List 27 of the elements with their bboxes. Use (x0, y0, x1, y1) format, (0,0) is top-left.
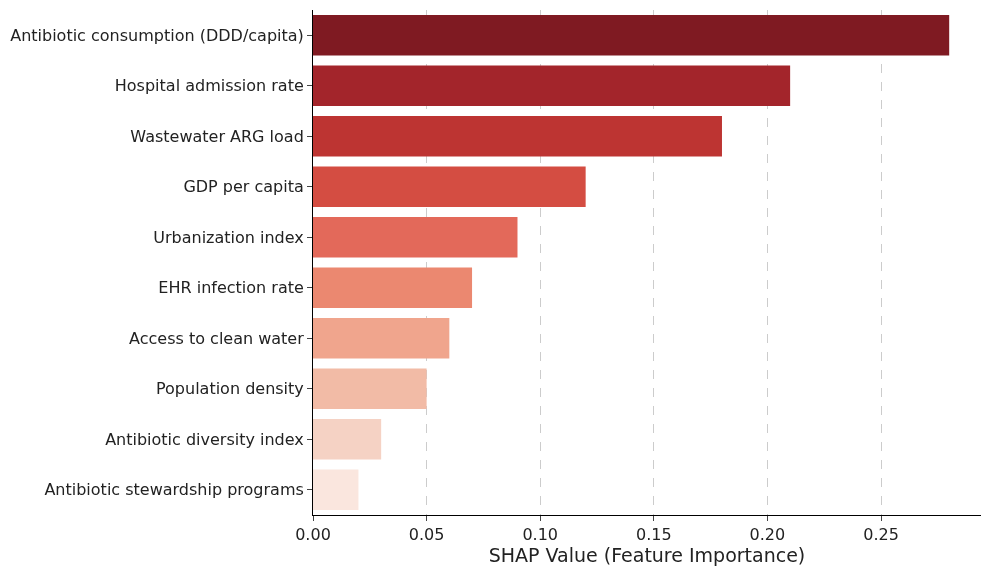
x-tick-label: 0.00 (295, 525, 331, 545)
bar (313, 267, 473, 308)
bar (313, 419, 382, 460)
bar (313, 166, 586, 207)
x-tick-label: 0.15 (636, 525, 672, 545)
x-tick-label: 0.25 (863, 525, 899, 545)
y-tick-label: Urbanization index (153, 227, 304, 247)
x-tick-label: 0.05 (408, 525, 445, 545)
y-tick-label: Antibiotic diversity index (105, 429, 304, 449)
bar (313, 469, 359, 510)
y-tick-label: Hospital admission rate (114, 76, 304, 96)
y-tick-label: Access to clean water (129, 328, 305, 348)
x-tick-label: 0.20 (749, 525, 786, 545)
x-axis-title: SHAP Value (Feature Importance) (488, 544, 806, 567)
y-tick-label: Wastewater ARG load (130, 126, 304, 146)
x-tick-label: 0.10 (522, 525, 559, 545)
y-tick-label: Antibiotic consumption (DDD/capita) (10, 25, 304, 45)
bar (313, 368, 427, 409)
bar (313, 217, 518, 258)
y-tick-label: EHR infection rate (158, 278, 304, 298)
bar (313, 65, 791, 106)
y-tick-label: GDP per capita (183, 177, 304, 197)
y-tick-label: Antibiotic stewardship programs (44, 480, 304, 500)
bar (313, 15, 950, 56)
bar (313, 318, 450, 359)
bar (313, 116, 722, 157)
y-tick-label: Population density (155, 379, 304, 399)
